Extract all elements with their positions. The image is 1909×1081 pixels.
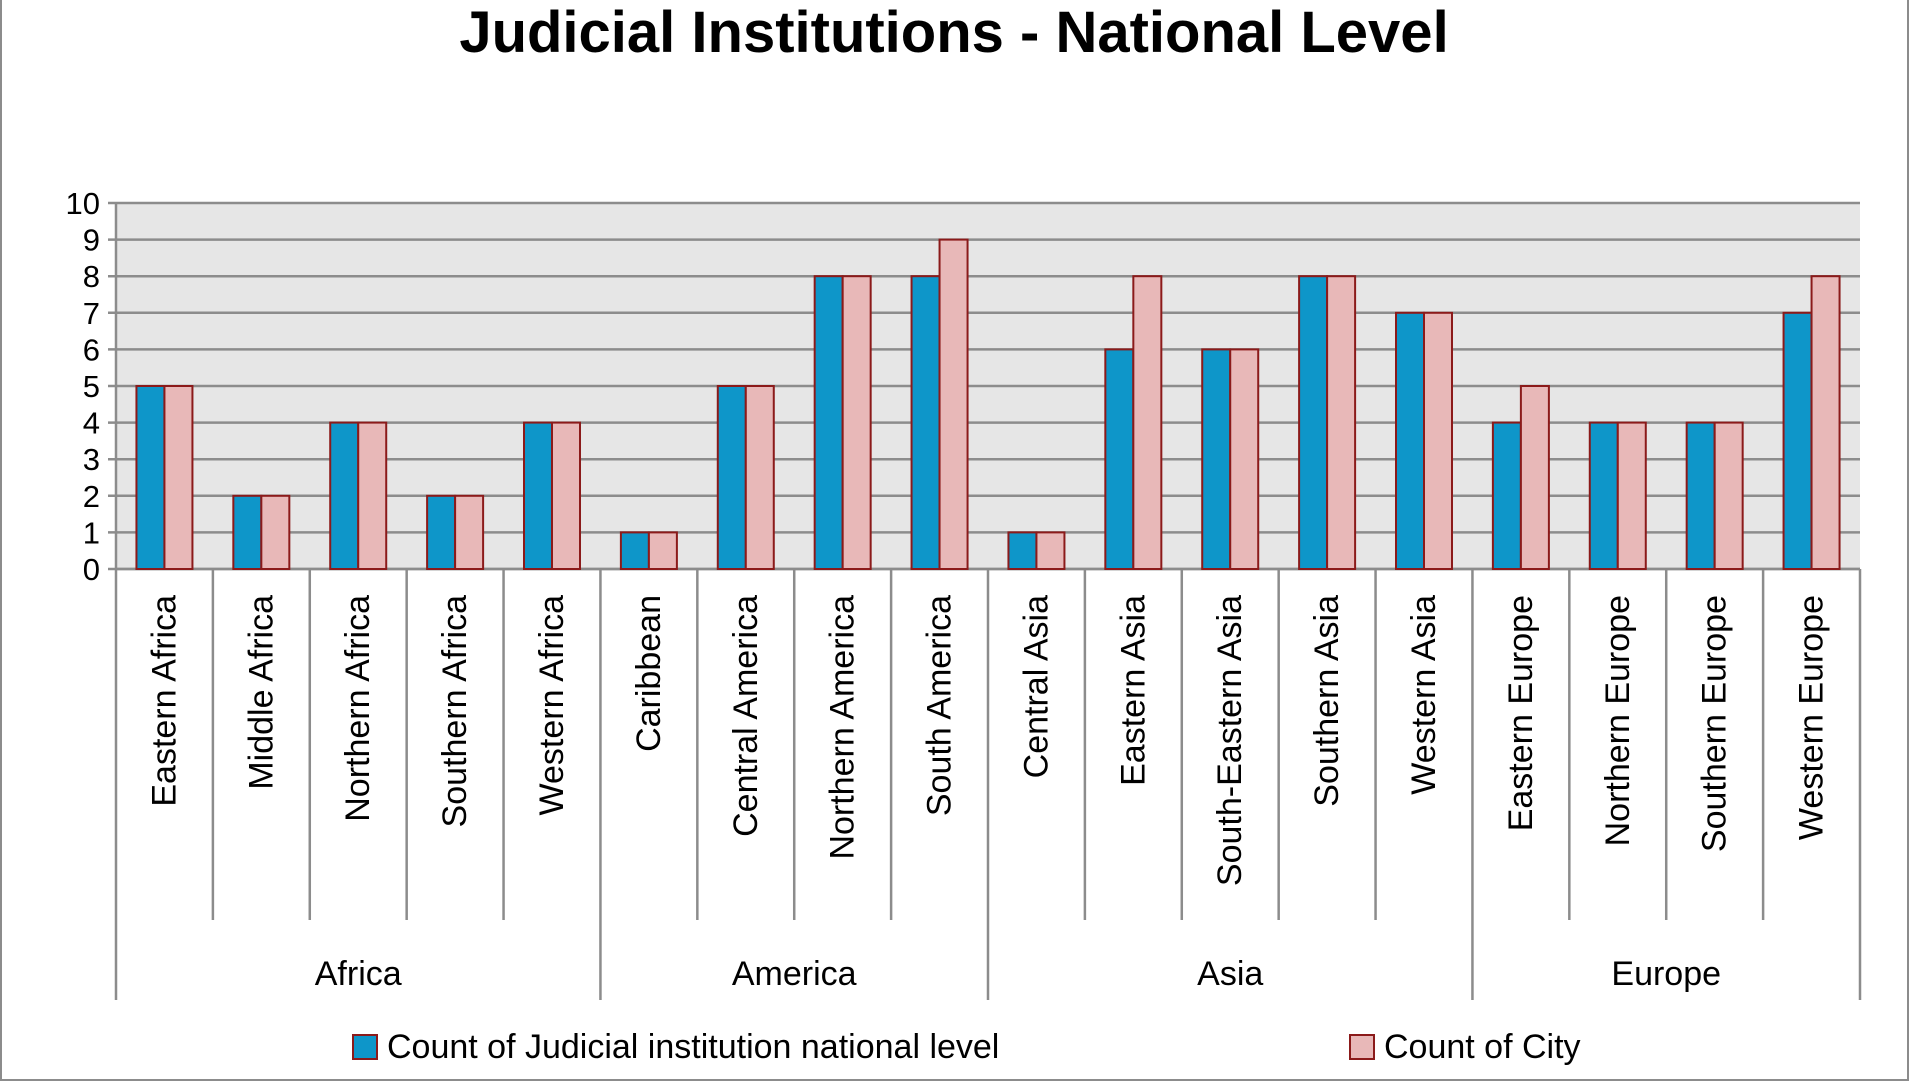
y-tick-label: 9 [83,223,100,258]
bar-city [551,421,581,570]
category-label: Southern Europe [1696,595,1734,852]
category-label: Southern Africa [436,595,474,828]
bar-city [1616,421,1647,570]
category-label: South-Eastern Asia [1211,595,1249,886]
bar-city [454,494,485,570]
category-label: Eastern Africa [145,595,183,807]
bar-judicial-institution [813,275,844,570]
bar-city [260,494,291,570]
bar-judicial-institution [523,421,553,570]
bar-judicial-institution [910,275,941,570]
bar-city [938,238,969,570]
legend-swatch-city [1349,1034,1375,1060]
bar-judicial-institution [1782,311,1813,570]
category-label: Eastern Europe [1502,595,1540,831]
legend-label-judicial-institution: Count of Judicial institution national l… [387,1028,999,1066]
category-label: Northern Africa [339,595,377,822]
bar-judicial-institution [1685,421,1716,570]
y-tick-label: 3 [83,442,100,477]
y-tick-label: 8 [83,259,100,294]
category-label: Eastern Asia [1114,595,1152,786]
y-tick-label: 5 [83,369,100,404]
bar-city [1810,275,1841,570]
bar-city [1423,311,1453,570]
y-tick-label: 10 [66,186,100,221]
bar-judicial-institution [329,421,360,570]
bar-city [841,275,872,570]
category-label: Central America [727,595,765,837]
category-label: Northern America [824,595,862,860]
bar-city [1229,348,1260,570]
category-label: Caribbean [630,595,668,752]
legend: Count of Judicial institution national l… [352,1028,1581,1066]
group-label: America [732,955,857,993]
bar-judicial-institution [1588,421,1619,570]
category-label: South America [921,595,959,816]
chart-title: Judicial Institutions - National Level [459,0,1448,65]
bar-city [744,385,775,570]
bar-judicial-institution [1395,311,1425,570]
bar-judicial-institution [426,494,457,570]
y-tick-label: 0 [83,552,100,587]
bar-judicial-institution [232,494,263,570]
group-label: Asia [1197,955,1263,993]
bar-judicial-institution [716,385,747,570]
bar-judicial-institution [1491,421,1522,570]
group-label: Africa [315,955,402,993]
bar-city [1132,275,1163,570]
category-label: Western Africa [533,595,571,816]
group-label: Europe [1611,955,1721,993]
legend-label-city: Count of City [1384,1028,1581,1066]
bar-judicial-institution [1104,348,1135,570]
category-label: Central Asia [1017,595,1055,778]
y-tick-label: 6 [83,332,100,367]
y-tick-label: 1 [83,515,100,550]
bar-city [357,421,388,570]
bar-judicial-institution [619,531,650,571]
bar-city [1519,385,1550,570]
bar-city [647,531,678,571]
category-label: Western Europe [1793,595,1831,840]
category-label: Western Asia [1405,595,1443,795]
bar-city [1035,531,1066,571]
y-tick-label: 2 [83,479,100,514]
category-label: Middle Africa [242,595,280,790]
bar-judicial-institution [1007,531,1038,571]
y-tick-label: 7 [83,296,100,331]
bar-judicial-institution [135,385,166,570]
y-tick-label: 4 [83,406,100,441]
bar-city [163,385,194,570]
category-label: Northern Europe [1599,595,1637,846]
legend-swatch-judicial-institution [352,1034,378,1060]
bar-city [1326,275,1357,570]
bar-judicial-institution [1201,348,1232,570]
category-label: Southern Asia [1308,595,1346,807]
bar-city [1713,421,1744,570]
bar-judicial-institution [1298,275,1329,570]
